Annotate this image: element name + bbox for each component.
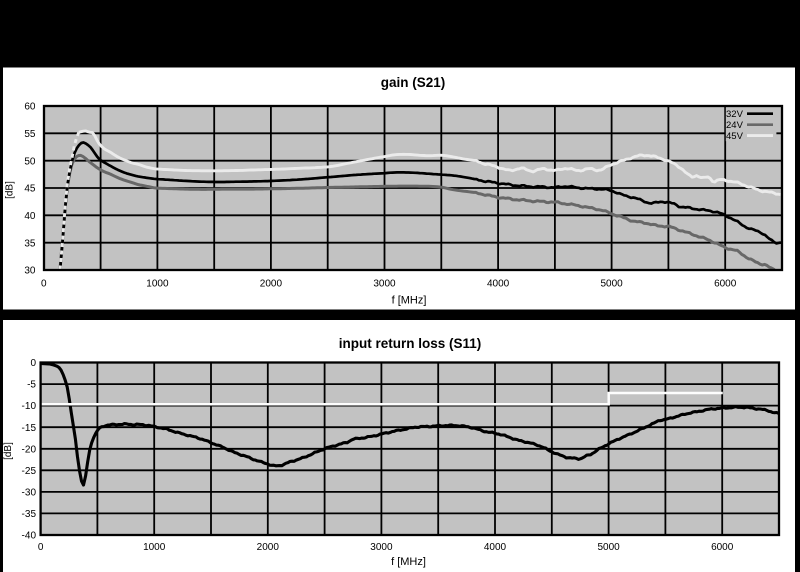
svg-text:30: 30 [24,266,36,277]
svg-text:1000: 1000 [146,279,169,290]
svg-text:-40: -40 [22,531,37,542]
svg-text:-20: -20 [22,444,37,455]
svg-text:-5: -5 [27,380,36,391]
svg-text:-15: -15 [22,423,37,434]
svg-text:35: 35 [24,238,36,249]
svg-text:1000: 1000 [143,542,166,553]
svg-text:3000: 3000 [370,542,393,553]
svg-text:3000: 3000 [373,279,396,290]
svg-text:32V: 32V [726,109,744,120]
svg-text:f [MHz]: f [MHz] [392,295,427,307]
svg-text:60: 60 [24,102,36,113]
svg-text:40: 40 [24,211,36,222]
svg-text:6000: 6000 [714,279,737,290]
svg-text:5000: 5000 [600,279,623,290]
svg-text:[dB]: [dB] [5,181,16,199]
svg-text:2000: 2000 [260,279,283,290]
svg-text:4000: 4000 [484,542,507,553]
svg-text:f [MHz]: f [MHz] [391,556,426,568]
svg-text:55: 55 [24,129,36,140]
svg-text:4000: 4000 [487,279,510,290]
svg-text:0: 0 [30,358,36,369]
svg-text:45V: 45V [726,131,744,142]
svg-text:-30: -30 [22,488,37,499]
svg-text:-10: -10 [22,401,37,412]
svg-text:50: 50 [24,156,36,167]
svg-text:24V: 24V [726,120,744,131]
svg-text:gain (S21): gain (S21) [381,75,446,90]
svg-text:6000: 6000 [711,542,734,553]
svg-text:-25: -25 [22,466,37,477]
svg-text:0: 0 [41,279,47,290]
svg-text:5000: 5000 [597,542,620,553]
svg-text:45: 45 [24,184,36,195]
svg-text:[dB]: [dB] [3,442,14,460]
svg-text:0: 0 [38,542,44,553]
svg-text:2000: 2000 [257,542,280,553]
svg-text:input return loss (S11): input return loss (S11) [339,336,482,351]
svg-text:-35: -35 [22,509,37,520]
